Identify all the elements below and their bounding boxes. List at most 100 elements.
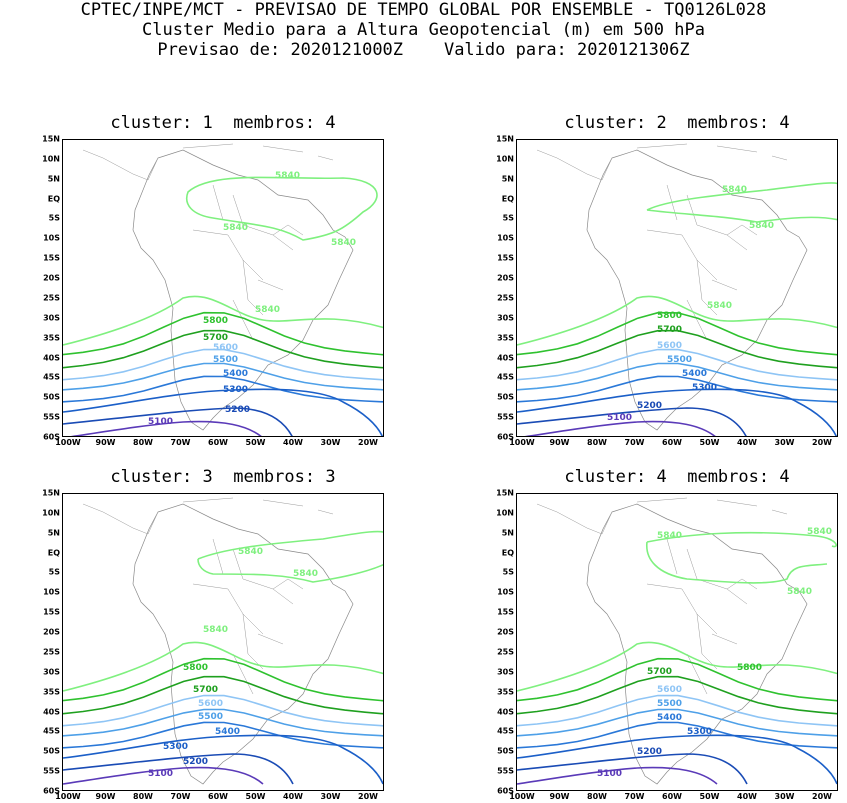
contour-5500 <box>516 362 840 391</box>
lon-tick-label: 90W <box>95 792 116 801</box>
contour-5600 <box>62 348 386 381</box>
contour-label: 5200 <box>225 405 250 415</box>
lat-axis: 15N 10N 5N EQ 5S 10S 15S 20S 25S 30S 35S 40S 45S 50S 5… <box>32 135 60 442</box>
lat-tick-label: 5N <box>47 528 60 538</box>
lat-tick-label: 30S <box>43 667 60 677</box>
lon-tick-label: 70W <box>170 792 191 801</box>
lat-tick-label: 5S <box>48 567 60 577</box>
coastline <box>536 503 613 535</box>
lon-tick-label: 30W <box>774 792 795 801</box>
contour-label: 5800 <box>183 663 208 673</box>
lat-tick-label: 25S <box>43 647 60 657</box>
panel-title: cluster: 1 membros: 4 <box>110 113 336 133</box>
lon-tick-label: 40W <box>283 438 303 447</box>
lat-tick-label: 25S <box>43 293 60 303</box>
lat-tick-label: 55S <box>43 766 60 776</box>
lon-tick-label: 50W <box>245 792 266 801</box>
contour-5300 <box>62 388 384 439</box>
contour-label: 5200 <box>637 401 662 411</box>
contour-label: 5500 <box>667 355 692 365</box>
lat-tick-label: 10N <box>42 154 60 164</box>
contour-label: 5700 <box>193 685 218 695</box>
contour-5840-tropical <box>197 530 386 583</box>
contour-5400 <box>516 375 840 403</box>
lat-tick-label: 15S <box>43 607 60 617</box>
map-frame: 5840 5840 5840 5800 5700 5600 5500 5400 5300 5200… <box>516 493 840 791</box>
lat-tick-label: 10S <box>43 233 60 243</box>
panel-title: cluster: 4 membros: 4 <box>564 467 790 487</box>
lon-tick-label: 60W <box>208 792 228 801</box>
contour-5840 <box>62 295 386 346</box>
contour-label: 5500 <box>213 355 238 365</box>
contour-5700 <box>62 675 386 715</box>
lat-tick-label: 15S <box>43 253 60 263</box>
contour-label: 5840 <box>807 527 832 537</box>
contour-label: 5300 <box>692 383 717 393</box>
lat-tick-label: EQ <box>47 194 60 204</box>
contour-5600 <box>516 348 840 381</box>
contour-5200 <box>516 407 748 439</box>
lat-tick-label: 25S <box>497 293 514 303</box>
lon-axis: 100W 90W 80W 70W 60W 50W 40W 30W 20W <box>55 792 384 802</box>
contour-label: 5840 <box>722 185 747 195</box>
lat-tick-label: 35S <box>43 687 60 697</box>
contour-label: 5840 <box>203 625 228 635</box>
coastline <box>636 497 788 515</box>
contour-label: 5800 <box>657 311 682 321</box>
contour-5500 <box>62 362 386 391</box>
coastline <box>586 503 808 785</box>
contour-5840 <box>62 641 386 692</box>
contour-5400 <box>516 721 840 749</box>
contour-5500 <box>516 708 840 737</box>
contour-5840 <box>516 295 840 346</box>
coastline <box>132 503 354 785</box>
contour-label: 5300 <box>223 385 248 395</box>
contour-label: 5840 <box>331 238 356 248</box>
contour-label: 5600 <box>657 685 682 695</box>
contour-5100 <box>62 766 264 785</box>
coastline <box>132 149 354 431</box>
lat-tick-label: 5N <box>501 528 514 538</box>
contour-label: 5840 <box>255 305 280 315</box>
lat-tick-label: 20S <box>497 627 514 637</box>
contour-label: 5700 <box>647 667 672 677</box>
contour-label: 5800 <box>737 663 762 673</box>
lat-tick-label: 60S <box>497 432 514 442</box>
lat-tick-label: 50S <box>497 392 514 402</box>
lat-tick-label: 40S <box>43 707 60 717</box>
contour-label: 5100 <box>148 769 173 779</box>
lon-tick-label: 60W <box>662 438 682 447</box>
contour-label: 5300 <box>687 727 712 737</box>
lat-tick-label: 25S <box>497 647 514 657</box>
contour-label: 5500 <box>198 712 223 722</box>
contour-5200 <box>62 753 294 785</box>
map-frame: 5840 5840 5840 5840 5800 5700 5600 5500 5400 5300… <box>62 139 386 439</box>
contour-label: 5200 <box>183 757 208 767</box>
lon-axis: 100W 90W 80W 70W 60W 50W 40W 30W 20W <box>509 792 838 802</box>
chart-title-line3: Previsao de: 2020121000Z Valido para: 20… <box>157 40 690 60</box>
contour-5800 <box>516 311 840 356</box>
lat-tick-label: 15S <box>497 607 514 617</box>
contour-label: 5600 <box>657 341 682 351</box>
lat-tick-label: EQ <box>501 194 514 204</box>
contour-5840 <box>516 641 840 692</box>
coastline <box>82 149 159 181</box>
lon-tick-label: 30W <box>320 792 341 801</box>
contour-label: 5840 <box>238 547 263 557</box>
lat-tick-label: 45S <box>497 726 514 736</box>
coastline <box>536 149 613 181</box>
country-borders <box>192 538 304 695</box>
lat-tick-label: 55S <box>497 766 514 776</box>
contour-5800 <box>516 657 840 702</box>
contour-5300 <box>516 734 838 785</box>
lat-tick-label: 60S <box>43 432 60 442</box>
contour-5800 <box>62 311 386 356</box>
contour-5700 <box>62 329 386 369</box>
lat-tick-label: 40S <box>43 353 60 363</box>
lat-axis: 15N 10N 5N EQ 5S 10S 15S 20S 25S 30S 35S 40S 45S 50S 5… <box>486 489 514 796</box>
lon-tick-label: 40W <box>283 792 303 801</box>
lat-tick-label: 60S <box>43 786 60 796</box>
map-frame: 5840 5840 5840 5800 5700 5600 5500 5400 5300 5200… <box>516 139 840 439</box>
lon-tick-label: 20W <box>812 438 832 447</box>
